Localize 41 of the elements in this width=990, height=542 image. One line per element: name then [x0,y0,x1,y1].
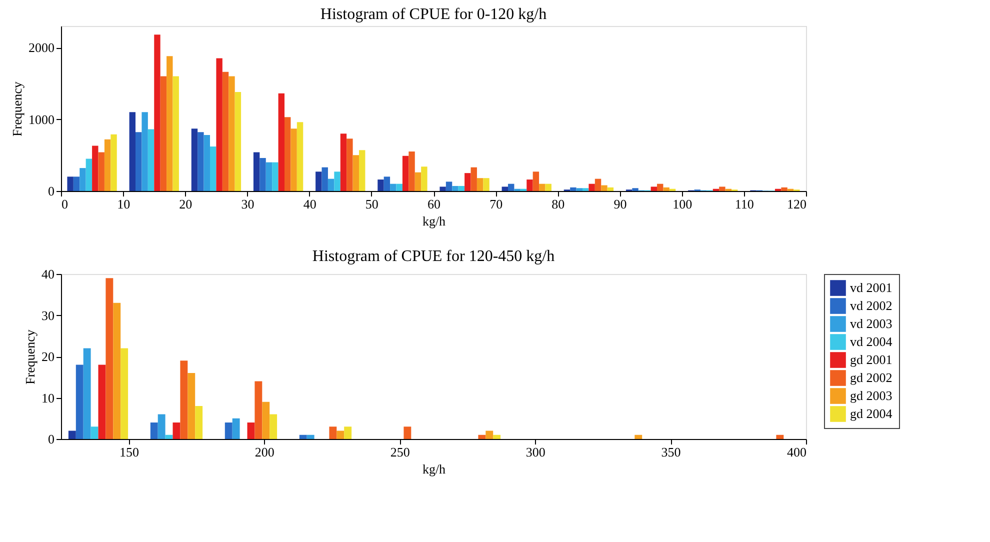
y-tick-label: 20 [42,349,54,364]
y-tick-label: 2000 [28,40,54,56]
x-tick-label: 30 [241,196,254,212]
y-tick-label: 30 [42,308,54,323]
y-axis-title: Frequency [22,329,38,384]
legend-label: gd 2003 [850,388,892,403]
chart-title: Histogram of CPUE for 120-450 kg/h [312,248,555,265]
x-tick-label: 350 [661,444,681,460]
y-tick-label: 0 [48,432,54,446]
legend-label: gd 2001 [850,352,892,367]
x-tick-label: 40 [303,196,316,212]
x-tick-label: 400 [787,444,806,460]
legend-label: vd 2002 [850,298,892,313]
x-tick-label: 90 [614,196,627,212]
legend-label: gd 2002 [850,370,892,385]
x-tick-label: 20 [179,196,192,212]
x-tick-label: 250 [390,444,410,460]
x-axis-title: kg/h [422,462,446,476]
x-tick-label: 200 [254,444,274,460]
legend-label: vd 2004 [850,334,893,349]
y-tick-label: 10 [42,390,54,406]
y-tick-label: 40 [42,266,54,282]
legend-label: vd 2003 [850,316,892,331]
legend-label: gd 2004 [850,406,893,421]
y-tick-label: 0 [48,184,54,198]
x-tick-label: 0 [62,196,68,212]
x-tick-label: 70 [490,196,503,212]
chart-title: Histogram of CPUE for 0-120 kg/h [320,6,547,23]
x-axis-title: kg/h [422,214,446,228]
y-tick-label: 1000 [28,112,54,127]
legend-label: vd 2001 [850,280,892,295]
x-tick-label: 80 [552,196,565,212]
x-tick-label: 50 [365,196,378,212]
x-tick-label: 10 [117,196,130,212]
x-tick-label: 100 [672,196,692,212]
x-tick-label: 60 [428,196,440,212]
x-tick-label: 110 [734,196,754,212]
x-tick-label: 120 [787,196,806,212]
y-axis-title: Frequency [10,81,24,136]
x-tick-label: 150 [119,444,139,460]
x-tick-label: 300 [526,444,546,460]
